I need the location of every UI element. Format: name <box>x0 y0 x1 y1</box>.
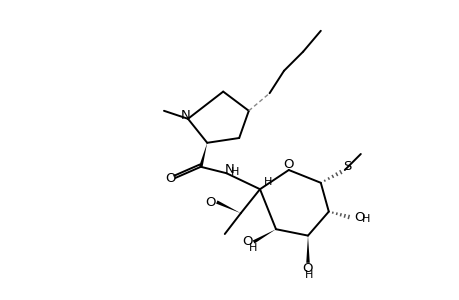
Polygon shape <box>306 236 309 263</box>
Text: O: O <box>302 262 313 275</box>
Text: H: H <box>361 214 369 224</box>
Text: N: N <box>181 109 190 122</box>
Text: S: S <box>343 160 351 172</box>
Text: N: N <box>224 163 234 176</box>
Text: O: O <box>283 158 293 170</box>
Text: H: H <box>263 177 272 187</box>
Polygon shape <box>216 200 240 213</box>
Text: H: H <box>248 243 256 253</box>
Text: H: H <box>304 270 313 280</box>
Polygon shape <box>199 143 207 167</box>
Text: H: H <box>231 167 239 177</box>
Polygon shape <box>252 229 275 244</box>
Text: O: O <box>165 172 175 184</box>
Text: O: O <box>242 236 252 248</box>
Text: O: O <box>205 196 216 208</box>
Text: O: O <box>354 212 364 224</box>
